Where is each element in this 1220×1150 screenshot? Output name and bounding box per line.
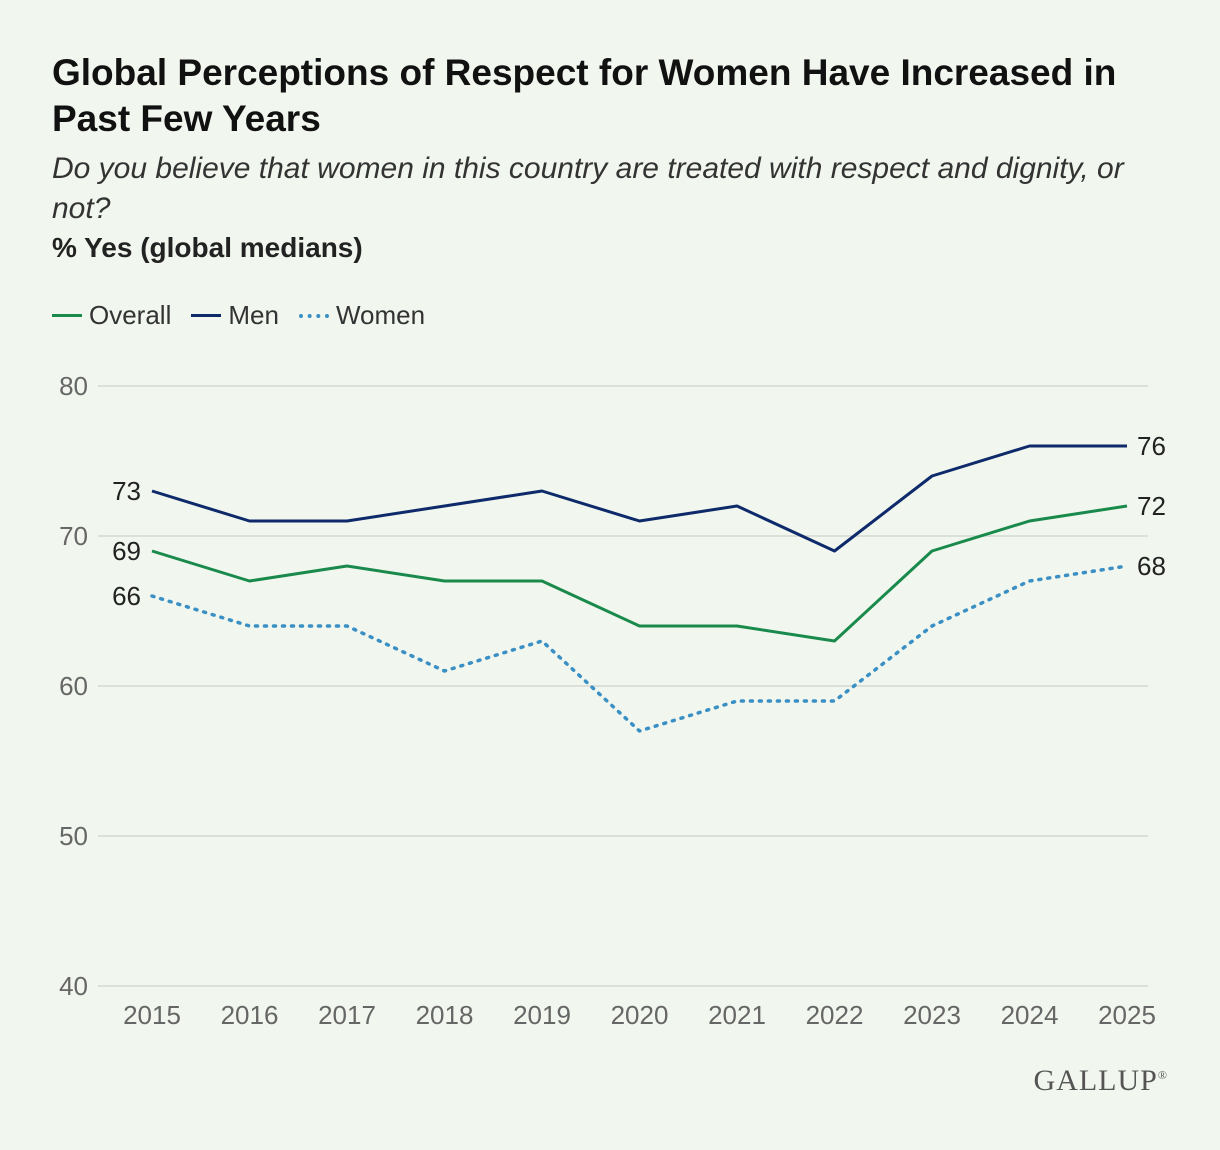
- series-line-men: [151, 444, 1127, 553]
- legend-swatch-men: [191, 314, 222, 317]
- data-label-end-women: 68: [1137, 551, 1166, 581]
- logo-registered-mark: ®: [1157, 1068, 1168, 1082]
- x-tick-label: 2019: [513, 1000, 571, 1030]
- chart-measure-label: % Yes (global medians): [52, 232, 363, 263]
- chart-subtitle: Do you believe that women in this countr…: [52, 152, 1124, 225]
- y-tick-label: 40: [59, 971, 88, 1001]
- data-label-end-overall: 72: [1137, 491, 1166, 521]
- chart-legend: Overall Men Women: [52, 300, 445, 331]
- legend-item-overall: Overall: [52, 300, 171, 331]
- y-tick-label: 60: [59, 671, 88, 701]
- legend-label-men: Men: [228, 300, 279, 330]
- x-tick-label: 2020: [611, 1000, 669, 1030]
- data-label-start-overall: 69: [112, 536, 141, 566]
- x-tick-label: 2022: [806, 1000, 864, 1030]
- x-tick-label: 2017: [318, 1000, 376, 1030]
- legend-label-women: Women: [335, 300, 426, 330]
- legend-swatch-women: [298, 313, 329, 318]
- logo-text: GALLUP: [1033, 1064, 1158, 1097]
- legend-item-men: Men: [191, 300, 279, 331]
- y-tick-label: 50: [59, 821, 88, 851]
- x-tick-label: 2025: [1098, 1000, 1156, 1030]
- x-tick-label: 2023: [903, 1000, 961, 1030]
- series-line-women: [150, 564, 1129, 733]
- x-tick-label: 2024: [1001, 1000, 1059, 1030]
- series-line-overall: [151, 504, 1128, 643]
- y-tick-label: 70: [59, 521, 88, 551]
- legend-label-overall: Overall: [89, 300, 172, 330]
- x-tick-label: 2018: [416, 1000, 474, 1030]
- legend-swatch-overall: [52, 314, 82, 317]
- data-label-start-women: 66: [112, 581, 141, 611]
- chart-title: Global Perceptions of Respect for Women …: [52, 52, 1117, 139]
- gallup-logo: GALLUP®: [1034, 1064, 1168, 1098]
- data-label-end-men: 76: [1137, 431, 1166, 461]
- x-tick-label: 2015: [123, 1000, 181, 1030]
- data-label-start-men: 73: [112, 476, 141, 506]
- legend-item-women: Women: [298, 300, 426, 331]
- y-tick-label: 80: [59, 371, 88, 401]
- x-tick-label: 2016: [221, 1000, 279, 1030]
- x-tick-label: 2021: [708, 1000, 766, 1030]
